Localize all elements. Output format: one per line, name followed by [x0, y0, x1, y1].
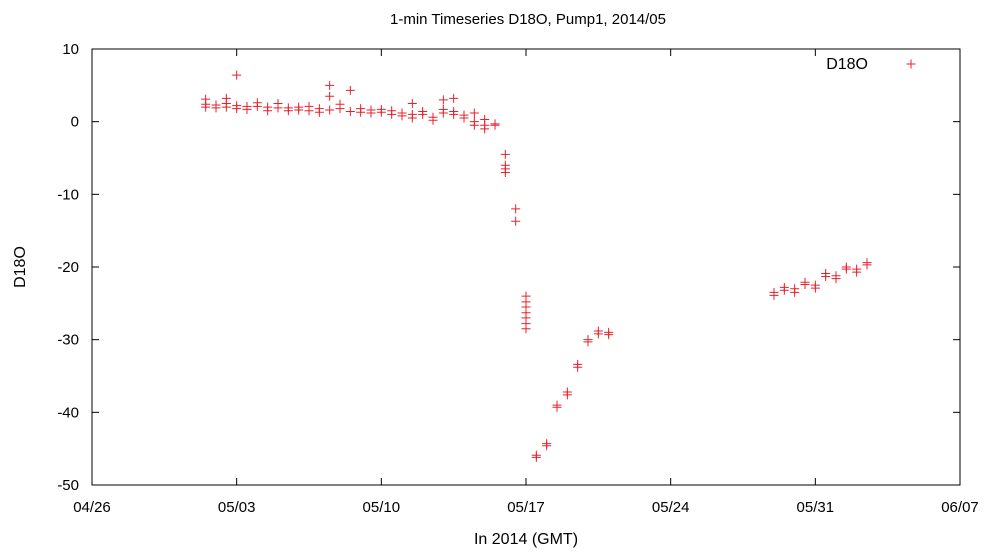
data-point — [232, 101, 242, 111]
data-point — [438, 104, 448, 114]
data-point — [852, 267, 862, 277]
data-point — [511, 216, 521, 226]
data-point — [263, 102, 273, 112]
data-point — [531, 452, 541, 462]
data-point — [449, 106, 459, 116]
x-tick-label: 05/31 — [797, 499, 835, 516]
y-tick-label: 10 — [62, 41, 79, 58]
x-tick-label: 04/26 — [73, 499, 111, 516]
data-point — [418, 106, 428, 116]
data-point — [325, 80, 335, 90]
data-point — [511, 204, 521, 214]
data-point — [862, 260, 872, 270]
y-tick-label: 0 — [71, 114, 79, 131]
data-point — [841, 264, 851, 274]
data-point — [407, 99, 417, 108]
data-point — [201, 94, 211, 104]
data-point — [273, 99, 283, 108]
data-point — [800, 279, 810, 289]
x-axis-label: In 2014 (GMT) — [474, 531, 578, 548]
data-point — [335, 99, 345, 109]
data-point — [790, 287, 800, 297]
y-tick-label: -40 — [57, 404, 79, 421]
legend: D18O — [826, 56, 916, 73]
data-point — [345, 85, 355, 95]
data-point — [428, 112, 438, 122]
legend-marker — [906, 59, 916, 69]
data-point — [356, 104, 366, 114]
data-point — [500, 149, 510, 159]
data-point — [490, 120, 500, 130]
y-axis-label: D18O — [12, 246, 29, 288]
legend-marker-symbol — [906, 59, 916, 69]
data-point — [500, 168, 510, 178]
data-point — [366, 105, 376, 115]
data-point — [211, 100, 221, 110]
data-point — [552, 402, 562, 412]
data-point — [397, 108, 407, 118]
data-point — [831, 274, 841, 284]
data-point — [283, 103, 293, 113]
data-point — [604, 330, 614, 340]
data-point — [232, 70, 242, 80]
data-point — [573, 362, 583, 372]
data-point — [325, 91, 335, 101]
chart-title: 1-min Timeseries D18O, Pump1, 2014/05 — [390, 11, 666, 28]
data-point — [325, 105, 335, 115]
legend-label: D18O — [826, 56, 868, 73]
data-point — [459, 110, 469, 120]
x-axis: 04/26 05/03 05/10 05/17 05/24 05/31 06/07 — [73, 49, 979, 516]
y-axis: 10 0 -10 -20 -30 -40 -50 — [57, 41, 960, 494]
data-point — [521, 324, 531, 334]
x-tick-label: 06/07 — [941, 499, 979, 516]
data-point — [438, 95, 448, 105]
data-point — [407, 109, 417, 119]
y-tick-label: -30 — [57, 332, 79, 349]
x-tick-label: 05/03 — [218, 499, 256, 516]
data-point — [469, 117, 479, 127]
data-point — [562, 390, 572, 400]
data-point — [242, 101, 252, 111]
data-point — [821, 271, 831, 281]
plot-frame — [91, 48, 961, 486]
data-point — [469, 108, 479, 118]
data-point — [449, 93, 459, 103]
data-point — [376, 104, 386, 114]
y-tick-label: -50 — [57, 477, 79, 494]
data-point — [542, 441, 552, 451]
data-point — [252, 98, 262, 108]
data-point — [810, 283, 820, 293]
x-tick-label: 05/17 — [507, 499, 545, 516]
y-tick-label: -10 — [57, 186, 79, 203]
data-point — [304, 101, 314, 111]
data-point — [593, 329, 603, 339]
data-point — [345, 106, 355, 116]
data-point — [583, 337, 593, 347]
x-tick-label: 05/10 — [363, 499, 401, 516]
data-point — [480, 114, 490, 124]
y-tick-label: -20 — [57, 259, 79, 276]
x-tick-label: 05/24 — [652, 499, 690, 516]
data-point — [314, 104, 324, 114]
data-point — [480, 124, 490, 134]
data-point — [221, 93, 231, 103]
data-point — [769, 290, 779, 300]
data-point — [294, 102, 304, 112]
series-d18o — [201, 70, 872, 462]
data-point — [387, 106, 397, 116]
data-point — [779, 285, 789, 295]
